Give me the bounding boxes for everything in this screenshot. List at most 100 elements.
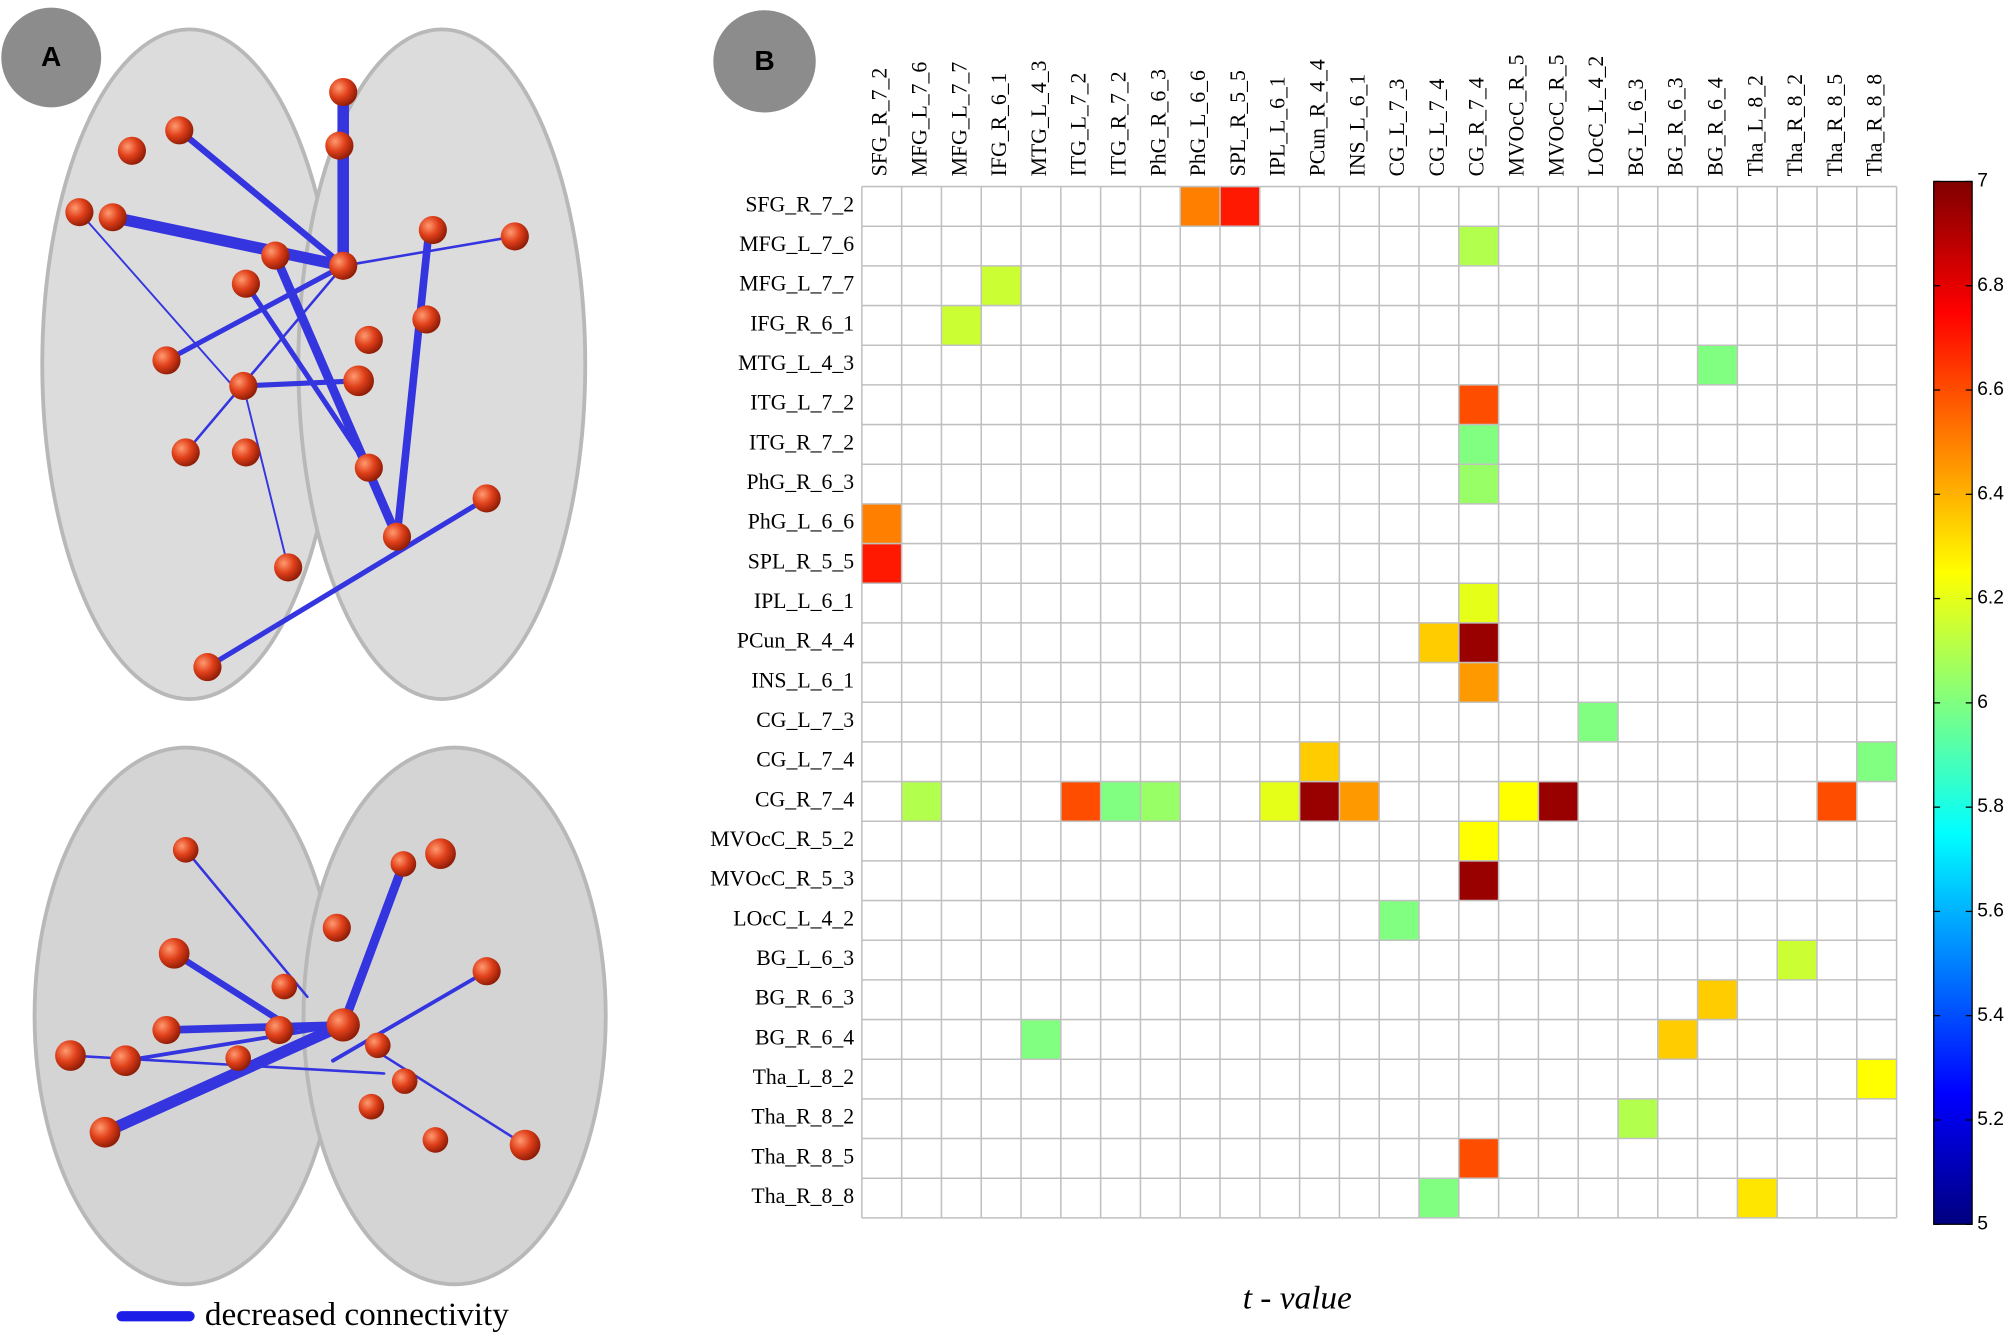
colorbar-tick-label: 6.2 (1977, 588, 2004, 609)
cell (861, 503, 902, 544)
row-label: ITG_R_7_2 (749, 430, 854, 454)
column-label: MFG_L_7_6 (908, 62, 932, 177)
cell (1737, 1178, 1778, 1218)
row-label: IPL_L_6_1 (754, 589, 854, 613)
cell (1419, 1178, 1459, 1218)
colorbar-tick-label: 5.2 (1977, 1109, 2004, 1130)
row-label: CG_R_7_4 (755, 787, 854, 811)
cell (1379, 900, 1420, 941)
row-label: INS_L_6_1 (751, 668, 854, 692)
panel-badge (1, 7, 102, 108)
cell (1339, 781, 1380, 822)
column-label: Tha_R_8_8 (1863, 74, 1887, 177)
cell (981, 265, 1022, 306)
panel-label: A (41, 41, 61, 72)
nodes (55, 77, 541, 1161)
column-label: MVOcC_R_5 (1544, 54, 1568, 176)
column-label: IPL_L_6_1 (1266, 76, 1290, 176)
column-label: ITG_R_7_2 (1107, 71, 1131, 176)
cell (1856, 1059, 1897, 1099)
row-label: SFG_R_7_2 (745, 192, 854, 216)
row-label: ITG_L_7_2 (750, 391, 854, 415)
cell (1060, 781, 1101, 822)
row-label: Tha_R_8_2 (751, 1105, 854, 1129)
row-label: MVOcC_R_5_2 (710, 827, 854, 851)
cell (1458, 1138, 1499, 1179)
row-label: SPL_R_5_5 (748, 549, 855, 573)
colorbar-tick-label: 5.6 (1977, 900, 2004, 921)
row-label: LOcC_L_4_2 (733, 906, 854, 930)
colorbar-tick-label: 6 (1977, 692, 1988, 713)
panel-badge (713, 10, 816, 113)
column-label: Tha_L_8_2 (1743, 75, 1767, 176)
cell (1458, 860, 1499, 901)
cell (1498, 781, 1539, 822)
column-label: CG_R_7_4 (1465, 77, 1489, 176)
cell (1538, 781, 1579, 822)
column-label: Tha_R_8_5 (1823, 74, 1847, 177)
cell (1697, 979, 1738, 1020)
brain-panel: decreased connectivity (32, 27, 608, 1333)
cell (861, 543, 902, 584)
cell (901, 781, 942, 822)
cell (1458, 821, 1499, 861)
row-label: BG_L_6_3 (756, 946, 854, 970)
cell (1419, 622, 1459, 663)
colorbar-tick-label: 5.4 (1977, 1005, 2004, 1026)
column-label: BG_R_6_3 (1664, 77, 1688, 176)
column-label: MFG_L_7_7 (947, 62, 971, 177)
column-label: SFG_R_7_2 (868, 68, 892, 177)
column-label: BG_R_6_4 (1703, 77, 1727, 176)
row-label: MVOcC_R_5_3 (710, 867, 854, 891)
column-label: CG_L_7_4 (1425, 79, 1449, 177)
row-label: CG_L_7_3 (756, 708, 854, 732)
cell (1816, 781, 1857, 822)
column-label: INS_L_6_1 (1345, 74, 1369, 177)
column-label: PhG_R_6_3 (1146, 69, 1170, 177)
column-label: CG_L_7_3 (1385, 79, 1409, 177)
row-label: MFG_L_7_6 (739, 232, 854, 256)
cell (1458, 662, 1499, 703)
cell (1458, 226, 1499, 266)
cell (1777, 940, 1817, 980)
cell (1180, 186, 1221, 227)
cell (1657, 1019, 1698, 1060)
column-label: ITG_L_7_2 (1067, 73, 1091, 177)
cell (941, 305, 982, 346)
row-label: Tha_R_8_8 (751, 1184, 854, 1208)
colorbar-tick-label: 5 (1977, 1213, 1988, 1234)
cell (1021, 1019, 1061, 1060)
cell (1458, 384, 1499, 425)
row-label: CG_L_7_4 (756, 748, 854, 772)
panel-label: B (754, 45, 774, 76)
row-label: IFG_R_6_1 (750, 311, 854, 335)
column-label: MTG_L_4_3 (1027, 60, 1051, 176)
cell (1458, 464, 1499, 504)
cell (1299, 741, 1340, 782)
column-label: IFG_R_6_1 (987, 73, 1011, 177)
connections (69, 86, 527, 1147)
cell (1458, 622, 1499, 663)
cell (1140, 781, 1181, 822)
row-label: PhG_L_6_6 (748, 510, 855, 534)
cell (1100, 781, 1141, 822)
cell (1618, 1098, 1658, 1139)
cell (1299, 781, 1340, 822)
row-label: Tha_R_8_5 (751, 1144, 854, 1168)
cell (1220, 186, 1260, 227)
row-label: PCun_R_4_4 (737, 629, 854, 653)
column-label: PhG_L_6_6 (1186, 70, 1210, 176)
row-label: PhG_R_6_3 (747, 470, 855, 494)
cell (1697, 345, 1738, 385)
column-label: Tha_R_8_2 (1783, 74, 1807, 177)
colorbar-tick-label: 7 (1977, 171, 1988, 192)
colorbar-tick-label: 5.8 (1977, 796, 2004, 817)
row-label: Tha_L_8_2 (753, 1065, 855, 1089)
column-label: SPL_R_5_5 (1226, 70, 1250, 176)
row-label: BG_R_6_3 (755, 986, 854, 1010)
colorbar-tick-label: 6.6 (1977, 379, 2004, 400)
row-label: MFG_L_7_7 (739, 272, 854, 296)
hemisphere (32, 745, 339, 1287)
column-label: BG_L_6_3 (1624, 79, 1648, 177)
